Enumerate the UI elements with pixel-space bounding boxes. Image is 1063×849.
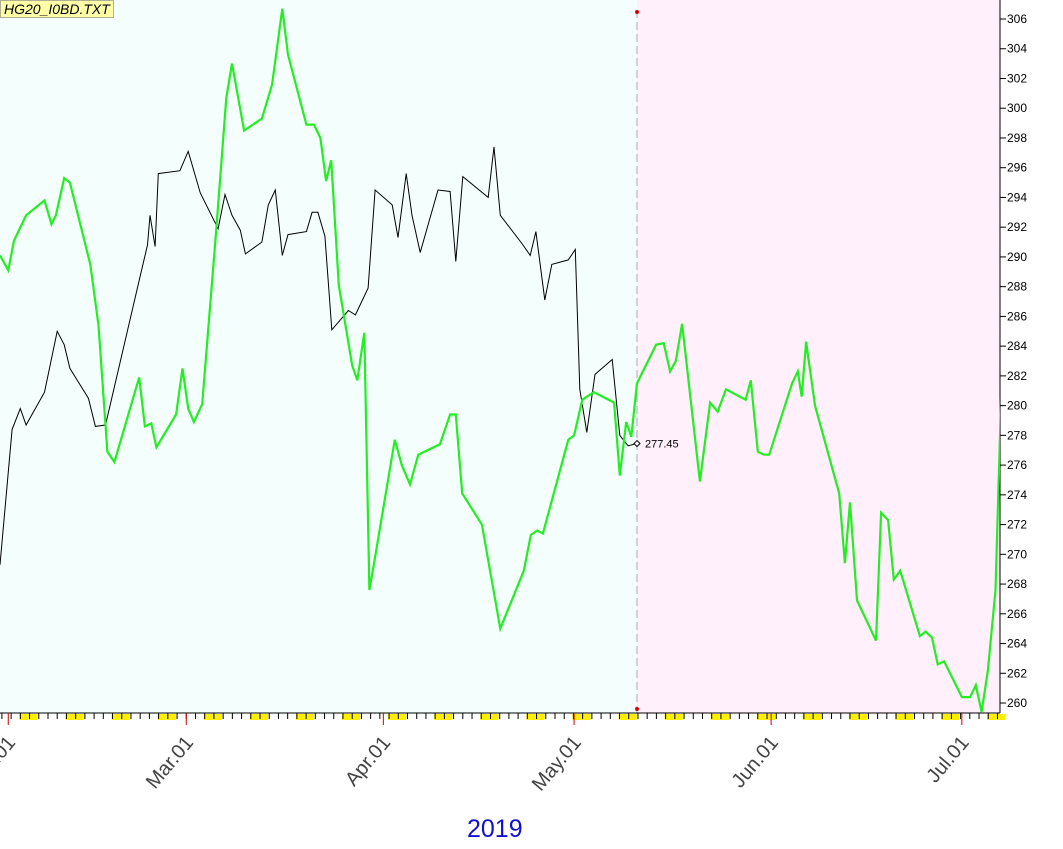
y-tick-label: 282 — [1007, 369, 1027, 383]
week-marker — [895, 714, 905, 720]
y-tick-label: 272 — [1007, 518, 1027, 532]
week-marker — [203, 714, 213, 720]
divider-marker-top — [634, 10, 639, 14]
week-marker — [295, 714, 305, 720]
week-marker — [802, 714, 812, 720]
week-marker — [766, 714, 776, 720]
y-tick-label: 298 — [1007, 131, 1027, 145]
y-tick-label: 300 — [1007, 101, 1027, 115]
week-marker — [535, 714, 545, 720]
x-axis-year-label: 2019 — [467, 815, 523, 843]
week-marker — [443, 714, 453, 720]
week-marker — [480, 714, 490, 720]
y-tick-label: 278 — [1007, 428, 1027, 442]
y-tick-label: 306 — [1007, 12, 1027, 26]
week-marker — [950, 714, 960, 720]
y-tick-label: 262 — [1007, 666, 1027, 680]
week-marker — [489, 714, 499, 720]
week-marker — [397, 714, 407, 720]
week-marker — [212, 714, 222, 720]
y-tick-label: 260 — [1007, 696, 1027, 710]
series-green-line — [0, 8, 1000, 713]
week-marker — [351, 714, 361, 720]
week-marker — [111, 714, 121, 720]
y-tick-label: 284 — [1007, 339, 1027, 353]
week-marker — [673, 714, 683, 720]
last-value-label: 277.45 — [645, 439, 679, 451]
y-tick-label: 268 — [1007, 577, 1027, 591]
week-marker — [65, 714, 75, 720]
x-tick-label: Feb.01 — [0, 732, 20, 794]
x-tick-label: Apr.01 — [341, 732, 395, 790]
week-marker — [74, 714, 84, 720]
week-marker — [756, 714, 766, 720]
week-marker — [259, 714, 269, 720]
y-tick-label: 304 — [1007, 42, 1027, 56]
last-value-marker — [633, 439, 641, 448]
chart-title: HG20_I0BD.TXT — [0, 0, 114, 18]
y-tick-label: 290 — [1007, 250, 1027, 264]
y-tick-label: 266 — [1007, 607, 1027, 621]
y-tick-label: 280 — [1007, 399, 1027, 413]
week-marker — [904, 714, 914, 720]
week-marker — [120, 714, 130, 720]
y-tick-label: 286 — [1007, 309, 1027, 323]
x-tick-label: Mar.01 — [142, 732, 198, 793]
divider-marker-bottom — [634, 707, 639, 711]
week-marker — [627, 714, 637, 720]
week-marker — [812, 714, 822, 720]
y-tick-label: 296 — [1007, 161, 1027, 175]
week-marker — [249, 714, 259, 720]
week-marker — [526, 714, 536, 720]
week-marker — [710, 714, 720, 720]
week-marker — [305, 714, 315, 720]
y-tick-label: 294 — [1007, 190, 1027, 204]
y-tick-label: 276 — [1007, 458, 1027, 472]
week-marker — [941, 714, 951, 720]
week-marker — [618, 714, 628, 720]
y-tick-label: 264 — [1007, 637, 1027, 651]
week-marker — [996, 714, 1006, 720]
x-tick-label: May.01 — [528, 732, 586, 795]
y-tick-label: 270 — [1007, 547, 1027, 561]
week-marker — [987, 714, 997, 720]
week-marker — [157, 714, 167, 720]
week-marker — [28, 714, 38, 720]
week-marker — [581, 714, 591, 720]
x-tick-label: Jun.01 — [728, 732, 783, 792]
history-region-bg — [0, 0, 637, 713]
projection-region-bg — [636, 0, 1000, 713]
week-marker — [19, 714, 29, 720]
week-marker — [388, 714, 398, 720]
week-marker — [572, 714, 582, 720]
y-tick-label: 302 — [1007, 71, 1027, 85]
week-marker — [166, 714, 176, 720]
x-tick-label: Jul.01 — [923, 732, 974, 787]
week-marker — [341, 714, 351, 720]
series-black-line — [0, 146, 638, 565]
week-marker — [858, 714, 868, 720]
y-tick-label: 274 — [1007, 488, 1027, 502]
week-marker — [664, 714, 674, 720]
week-marker — [848, 714, 858, 720]
y-tick-label: 288 — [1007, 280, 1027, 294]
week-marker — [719, 714, 729, 720]
week-marker — [434, 714, 444, 720]
y-tick-label: 292 — [1007, 220, 1027, 234]
